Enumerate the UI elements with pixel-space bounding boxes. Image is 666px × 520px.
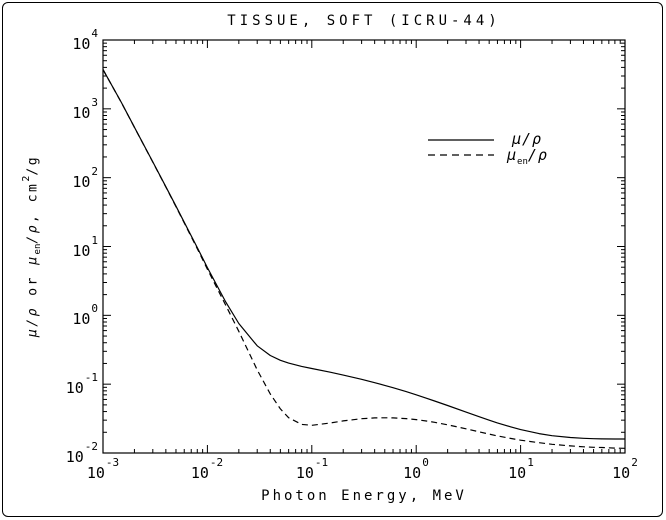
y-tick-label: 10-2 (65, 440, 98, 466)
y-tick-label: 102 (72, 165, 98, 191)
y-title-units-2: /g (25, 154, 41, 176)
x-tick-label: 10-3 (86, 456, 120, 482)
y-title-subscript: en (32, 243, 43, 255)
y-title-units: , cm (25, 181, 41, 223)
x-tick-label: 101 (508, 456, 534, 482)
x-axis-title: Photon Energy, MeV (261, 488, 467, 504)
x-tick-label: 100 (403, 456, 429, 482)
y-tick-label: 104 (72, 27, 98, 53)
legend-label-mu-en-rho: μen/ρ (507, 146, 548, 168)
y-tick-label: 100 (72, 302, 98, 328)
chart-title: TISSUE, SOFT (ICRU-44) (227, 13, 501, 29)
x-tick-label: 102 (612, 456, 638, 482)
y-title-greek-3: /ρ (25, 222, 41, 244)
y-axis-title: μ/ρ or μen/ρ, cm2/g (21, 154, 43, 338)
y-title-greek-1: μ/ρ (25, 306, 41, 338)
y-tick-label: 103 (72, 96, 98, 122)
x-tick-label: 10-2 (190, 456, 224, 482)
x-tick-label: 10-1 (295, 456, 329, 482)
plot-frame (102, 39, 626, 454)
y-tick-label: 10-1 (65, 371, 98, 397)
y-title-superscript: 2 (21, 175, 33, 182)
curve-mu-rho (102, 69, 625, 440)
y-title-greek-2: μ (25, 254, 41, 265)
y-tick-label: 101 (72, 234, 98, 260)
legend-label-mu-rho: μ/ρ (512, 130, 543, 148)
y-title-mid: or (25, 264, 41, 307)
curve-mu-en-rho (102, 69, 626, 449)
